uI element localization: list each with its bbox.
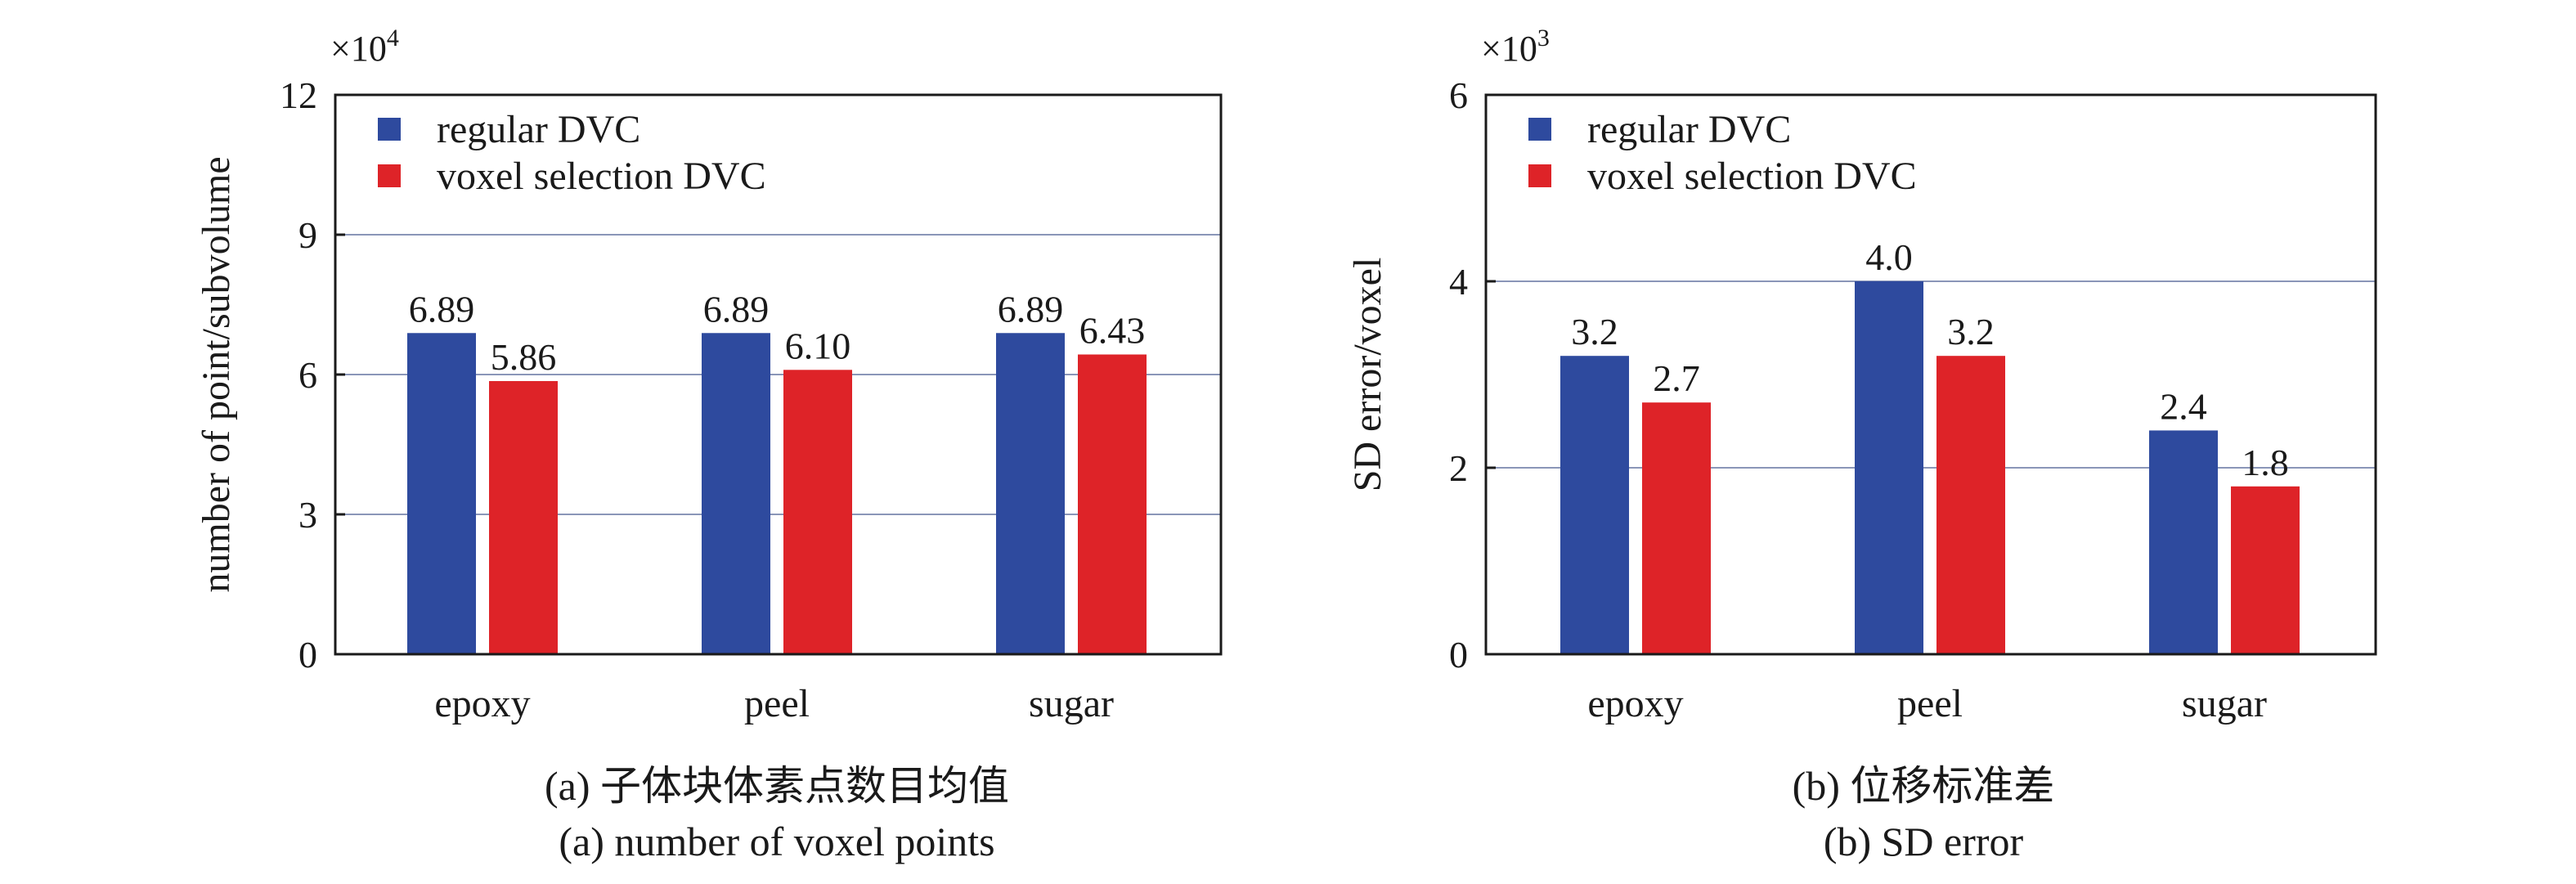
y-scale-multiplier: ×103 — [1481, 25, 1550, 69]
y-tick-label: 0 — [1449, 634, 1468, 675]
chart-panel-2: 3.2 4.0 2.4 2.7 3.2 1.8 0 2 4 6 ×103 epoxy peel sugar… — [1346, 25, 2377, 864]
legend-swatch-1 — [378, 118, 401, 141]
bar-peel-series-1 — [702, 333, 770, 654]
legend-label-2: voxel selection DVC — [437, 155, 766, 198]
y-tick-label: 2 — [1449, 447, 1468, 489]
bar-sugar-series-1 — [996, 333, 1065, 654]
caption-chinese: (a) 子体块体素点数目均值 — [545, 763, 1009, 809]
bar-sugar-series-2 — [1078, 354, 1147, 654]
x-tick-label-peel: peel — [744, 682, 810, 725]
y-scale-exponent: 3 — [1537, 25, 1550, 52]
legend-swatch-2 — [1528, 164, 1551, 187]
bar-value-label: 6.10 — [785, 325, 851, 366]
y-tick-label: 4 — [1449, 261, 1468, 303]
bar-value-label: 6.89 — [409, 288, 475, 330]
caption-english: (b) SD error — [1824, 819, 2024, 864]
x-tick-label-epoxy: epoxy — [434, 682, 530, 725]
bar-epoxy-series-2 — [489, 380, 558, 654]
bar-value-label: 2.7 — [1653, 357, 1700, 399]
bar-peel-series-2 — [1936, 356, 2005, 654]
legend-label-1: regular DVC — [1587, 108, 1791, 151]
x-tick-label-sugar: sugar — [2182, 682, 2267, 725]
y-axis-label: SD error/voxel — [1346, 258, 1389, 492]
x-tick-label-sugar: sugar — [1029, 682, 1114, 725]
caption-english: (a) number of voxel points — [559, 819, 994, 864]
legend-swatch-1 — [1528, 118, 1551, 141]
bar-epoxy-series-2 — [1642, 402, 1711, 654]
caption-chinese: (b) 位移标准差 — [1793, 763, 2055, 809]
bar-peel-series-1 — [1855, 281, 1923, 654]
y-scale-multiplier: ×104 — [330, 25, 399, 69]
legend-label-2: voxel selection DVC — [1587, 155, 1917, 198]
x-tick-label-peel: peel — [1897, 682, 1963, 725]
bar-peel-series-2 — [783, 370, 852, 654]
y-axis-label: number of point/subvolume — [195, 156, 238, 592]
bar-value-label: 5.86 — [491, 336, 557, 378]
bar-sugar-series-2 — [2231, 486, 2300, 654]
y-tick-label: 6 — [1449, 74, 1468, 116]
y-tick-label: 6 — [298, 354, 317, 396]
bar-value-label: 1.8 — [2242, 442, 2289, 483]
axes-frame — [1484, 93, 2377, 656]
bar-value-label: 2.4 — [2160, 385, 2207, 427]
y-tick-label: 0 — [298, 634, 317, 675]
chart-panel-1: 6.89 6.89 6.89 5.86 6.10 6.43 0 3 6 9 12 ×104 epoxy p… — [195, 25, 1223, 864]
bar-sugar-series-1 — [2149, 430, 2218, 654]
bar-value-label: 3.2 — [1947, 311, 1995, 352]
y-scale-exponent: 4 — [387, 25, 399, 52]
y-tick-label: 12 — [280, 74, 317, 116]
y-tick-label: 3 — [298, 494, 317, 536]
legend-label-1: regular DVC — [437, 108, 640, 151]
bar-epoxy-series-1 — [407, 333, 476, 654]
bar-epoxy-series-1 — [1560, 356, 1629, 654]
legend-swatch-2 — [378, 164, 401, 187]
bar-value-label: 6.43 — [1079, 309, 1146, 351]
x-tick-label-epoxy: epoxy — [1587, 682, 1683, 725]
bar-value-label: 3.2 — [1571, 311, 1618, 352]
bar-value-label: 6.89 — [998, 288, 1064, 330]
bar-value-label: 4.0 — [1865, 236, 1913, 278]
y-tick-label: 9 — [298, 214, 317, 256]
bar-value-label: 6.89 — [703, 288, 770, 330]
